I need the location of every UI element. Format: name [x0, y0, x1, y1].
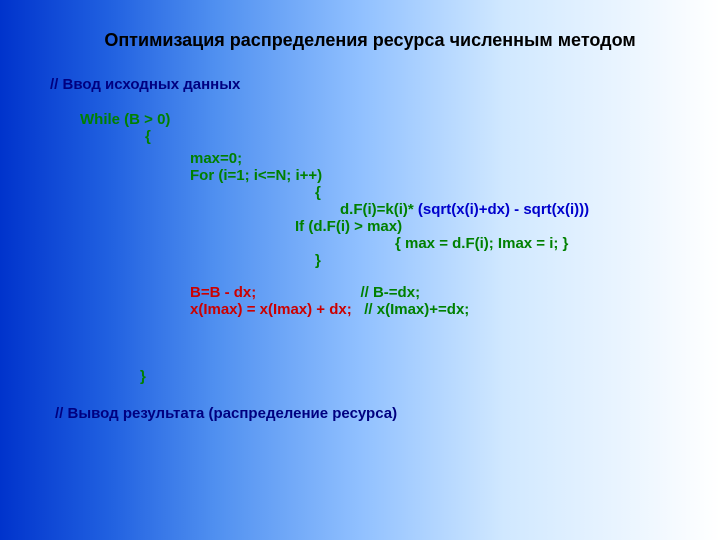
- bdx-green: // B-=dx;: [360, 284, 420, 301]
- code-ximax: x(Imax) = x(Imax) + dx; // x(Imax)+=dx;: [190, 301, 690, 318]
- bdx-red: B=B - dx;: [190, 284, 260, 301]
- code-if-body: { max = d.F(i); Imax = i; }: [395, 235, 690, 252]
- code-for: For (i=1; i<=N; i++): [190, 167, 690, 184]
- df-rhs: (sqrt(x(i)+dx) - sqrt(x(i))): [418, 201, 589, 218]
- output-comment: // Вывод результата (распределение ресур…: [55, 405, 690, 422]
- code-if: If (d.F(i) > max): [295, 218, 690, 235]
- code-brace-open2: {: [315, 184, 690, 201]
- code-brace-close1: }: [140, 368, 690, 385]
- code-df-line: d.F(i)=k(i)* (sqrt(x(i)+dx) - sqrt(x(i))…: [340, 201, 690, 218]
- code-b-dx: B=B - dx; // B-=dx;: [190, 284, 690, 301]
- df-lhs: d.F(i)=k(i)*: [340, 201, 418, 218]
- code-brace-open1: {: [145, 128, 690, 145]
- code-brace-close2: }: [315, 252, 690, 269]
- slide-container: Оптимизация распределения ресурса числен…: [0, 0, 720, 540]
- ximax-green: // x(Imax)+=dx;: [364, 301, 469, 318]
- ximax-red: x(Imax) = x(Imax) + dx;: [190, 301, 352, 318]
- input-comment: // Ввод исходных данных: [50, 76, 690, 93]
- code-max0: max=0;: [190, 150, 690, 167]
- slide-title: Оптимизация распределения ресурса числен…: [50, 30, 690, 51]
- code-while: While (B > 0): [80, 111, 690, 128]
